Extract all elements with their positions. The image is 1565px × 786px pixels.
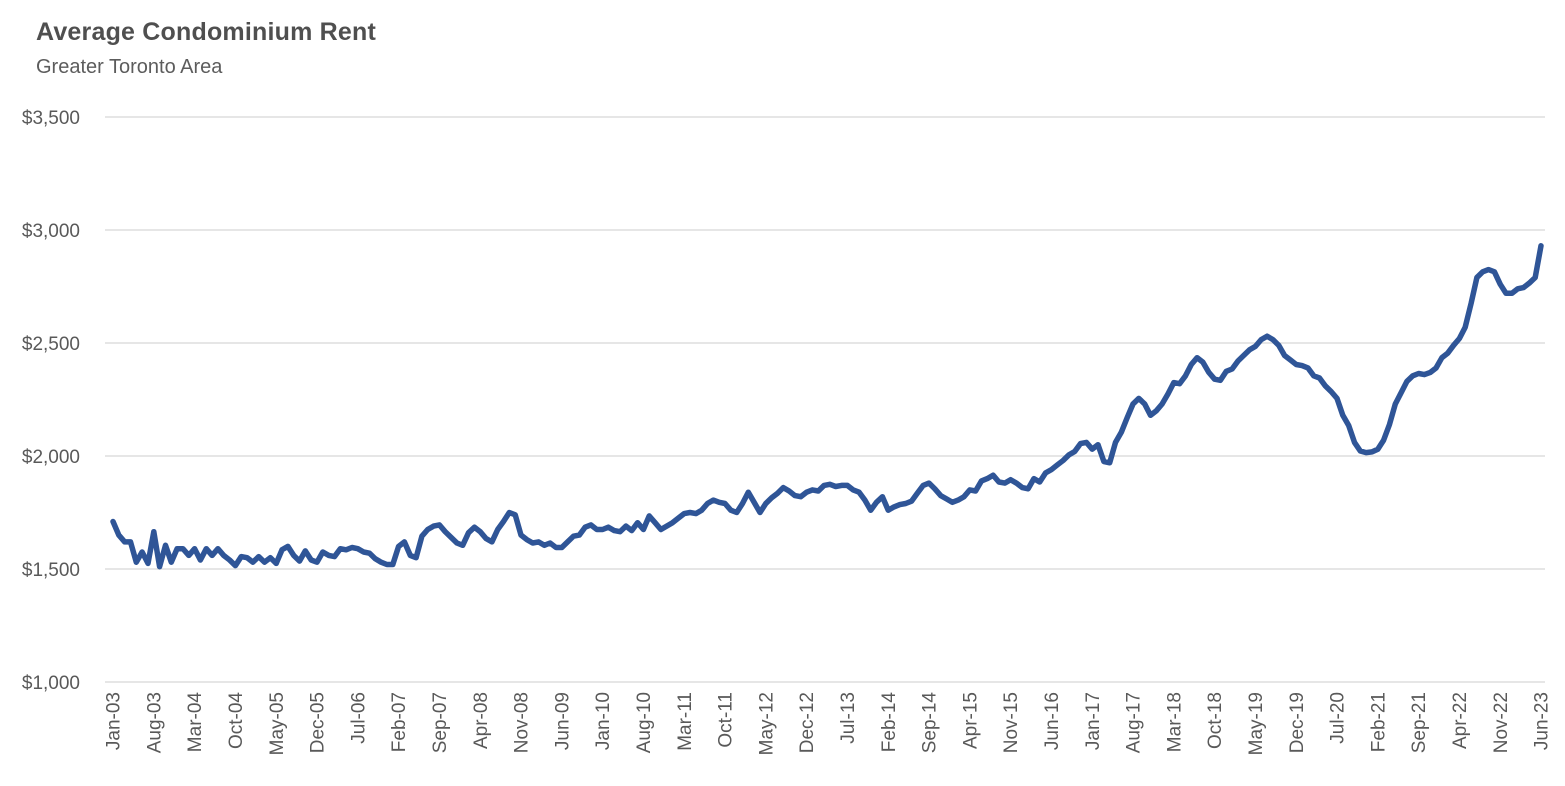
x-axis-tick-label: Jul-13: [838, 692, 859, 744]
x-axis-tick-label: Nov-22: [1491, 692, 1512, 753]
x-axis-tick-label: Mar-18: [1164, 692, 1185, 752]
y-axis-tick-label: $3,500: [22, 108, 80, 129]
y-axis-labels: $3,500 $3,000 $2,500 $2,000 $1,500 $1,000: [22, 108, 80, 694]
x-axis-tick-label: Jan-03: [104, 692, 125, 750]
x-axis-tick-label: Oct-11: [716, 692, 737, 748]
x-axis-tick-label: Dec-12: [797, 692, 818, 753]
x-axis-tick-label: Aug-03: [144, 692, 165, 753]
x-axis-tick-label: Oct-18: [1205, 692, 1226, 749]
x-axis-tick-label: Jun-23: [1532, 692, 1553, 750]
x-axis-tick-label: Jul-20: [1328, 692, 1349, 744]
series-group: [110, 243, 1544, 570]
x-axis-tick-label: Apr-15: [960, 692, 981, 749]
x-axis-tick-label: May-05: [267, 692, 288, 755]
x-axis-tick-label: May-12: [756, 692, 777, 755]
x-axis-tick-label: Dec-05: [308, 692, 329, 753]
x-axis-tick-label: Feb-07: [389, 692, 410, 752]
chart-title: Average Condominium Rent: [36, 18, 377, 46]
x-axis-tick-label: Mar-11: [675, 692, 696, 751]
x-axis-tick-label: Jun-09: [552, 692, 573, 750]
x-axis-tick-label: Nov-08: [512, 692, 533, 753]
x-axis-tick-label: Nov-15: [1001, 692, 1022, 753]
x-axis-tick-label: Oct-04: [226, 692, 247, 749]
x-axis-tick-label: May-19: [1246, 692, 1267, 755]
x-axis-tick-label: Sep-14: [920, 692, 941, 754]
x-axis-tick-label: Jan-17: [1083, 692, 1104, 750]
x-axis-tick-label: Aug-17: [1124, 692, 1145, 753]
y-axis-tick-label: $1,500: [22, 560, 80, 581]
x-axis-tick-label: Feb-21: [1368, 692, 1389, 752]
y-axis-tick-label: $2,000: [22, 447, 80, 468]
x-axis-tick-label: Apr-08: [471, 692, 492, 749]
x-axis-tick-label: Dec-19: [1287, 692, 1308, 753]
y-axis-tick-label: $3,000: [22, 221, 80, 242]
chart-subtitle: Greater Toronto Area: [36, 56, 223, 78]
x-axis-tick-label: Sep-07: [430, 692, 451, 753]
x-axis-tick-label: Jun-16: [1042, 692, 1063, 750]
x-axis-tick-label: Mar-04: [185, 692, 206, 753]
y-axis-tick-label: $1,000: [22, 673, 80, 694]
y-axis-tick-label: $2,500: [22, 334, 80, 355]
x-axis-tick-label: Apr-22: [1450, 692, 1471, 749]
x-axis-tick-label: Feb-14: [879, 692, 900, 753]
x-axis-tick-label: Jan-10: [593, 692, 614, 750]
x-axis-tick-label: Aug-10: [634, 692, 655, 753]
rent-line: [110, 243, 1544, 570]
x-axis-labels: Jan-03 Aug-03 Mar-04 Oct-04 May-05 Dec-05 Jul-…: [104, 692, 1553, 756]
gridlines: [105, 116, 1545, 683]
x-axis-tick-label: Jul-06: [348, 692, 369, 744]
x-axis-tick-label: Sep-21: [1409, 692, 1430, 753]
